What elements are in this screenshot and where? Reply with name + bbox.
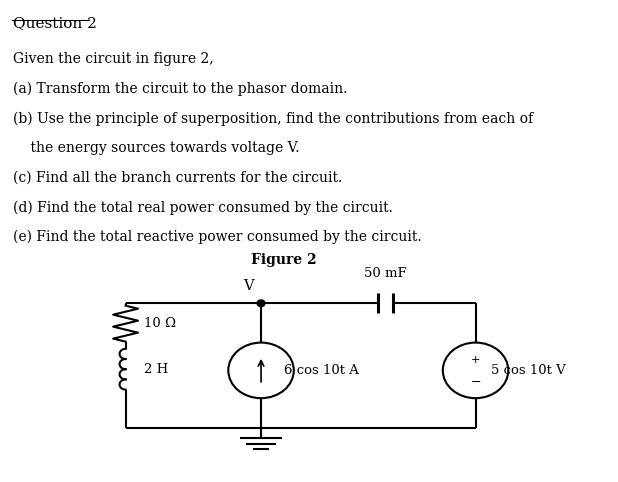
Text: (c) Find all the branch currents for the circuit.: (c) Find all the branch currents for the… [13,171,342,185]
Text: 5 cos 10t V: 5 cos 10t V [491,364,566,377]
Text: the energy sources towards voltage V.: the energy sources towards voltage V. [13,141,299,155]
Text: Question 2: Question 2 [13,16,96,30]
Text: +: + [471,355,480,365]
Circle shape [257,300,265,307]
Text: 10 Ω: 10 Ω [143,317,176,330]
Text: (b) Use the principle of superposition, find the contributions from each of: (b) Use the principle of superposition, … [13,111,533,125]
Text: −: − [470,375,481,388]
Text: Figure 2: Figure 2 [251,253,316,267]
Text: (d) Find the total real power consumed by the circuit.: (d) Find the total real power consumed b… [13,200,392,214]
Text: V: V [243,279,254,293]
Text: 50 mF: 50 mF [364,268,407,281]
Text: 2 H: 2 H [143,362,168,375]
Text: (e) Find the total reactive power consumed by the circuit.: (e) Find the total reactive power consum… [13,230,421,244]
Text: 6 cos 10t A: 6 cos 10t A [284,364,358,377]
Text: Given the circuit in figure 2,: Given the circuit in figure 2, [13,52,213,66]
Text: (a) Transform the circuit to the phasor domain.: (a) Transform the circuit to the phasor … [13,81,347,96]
